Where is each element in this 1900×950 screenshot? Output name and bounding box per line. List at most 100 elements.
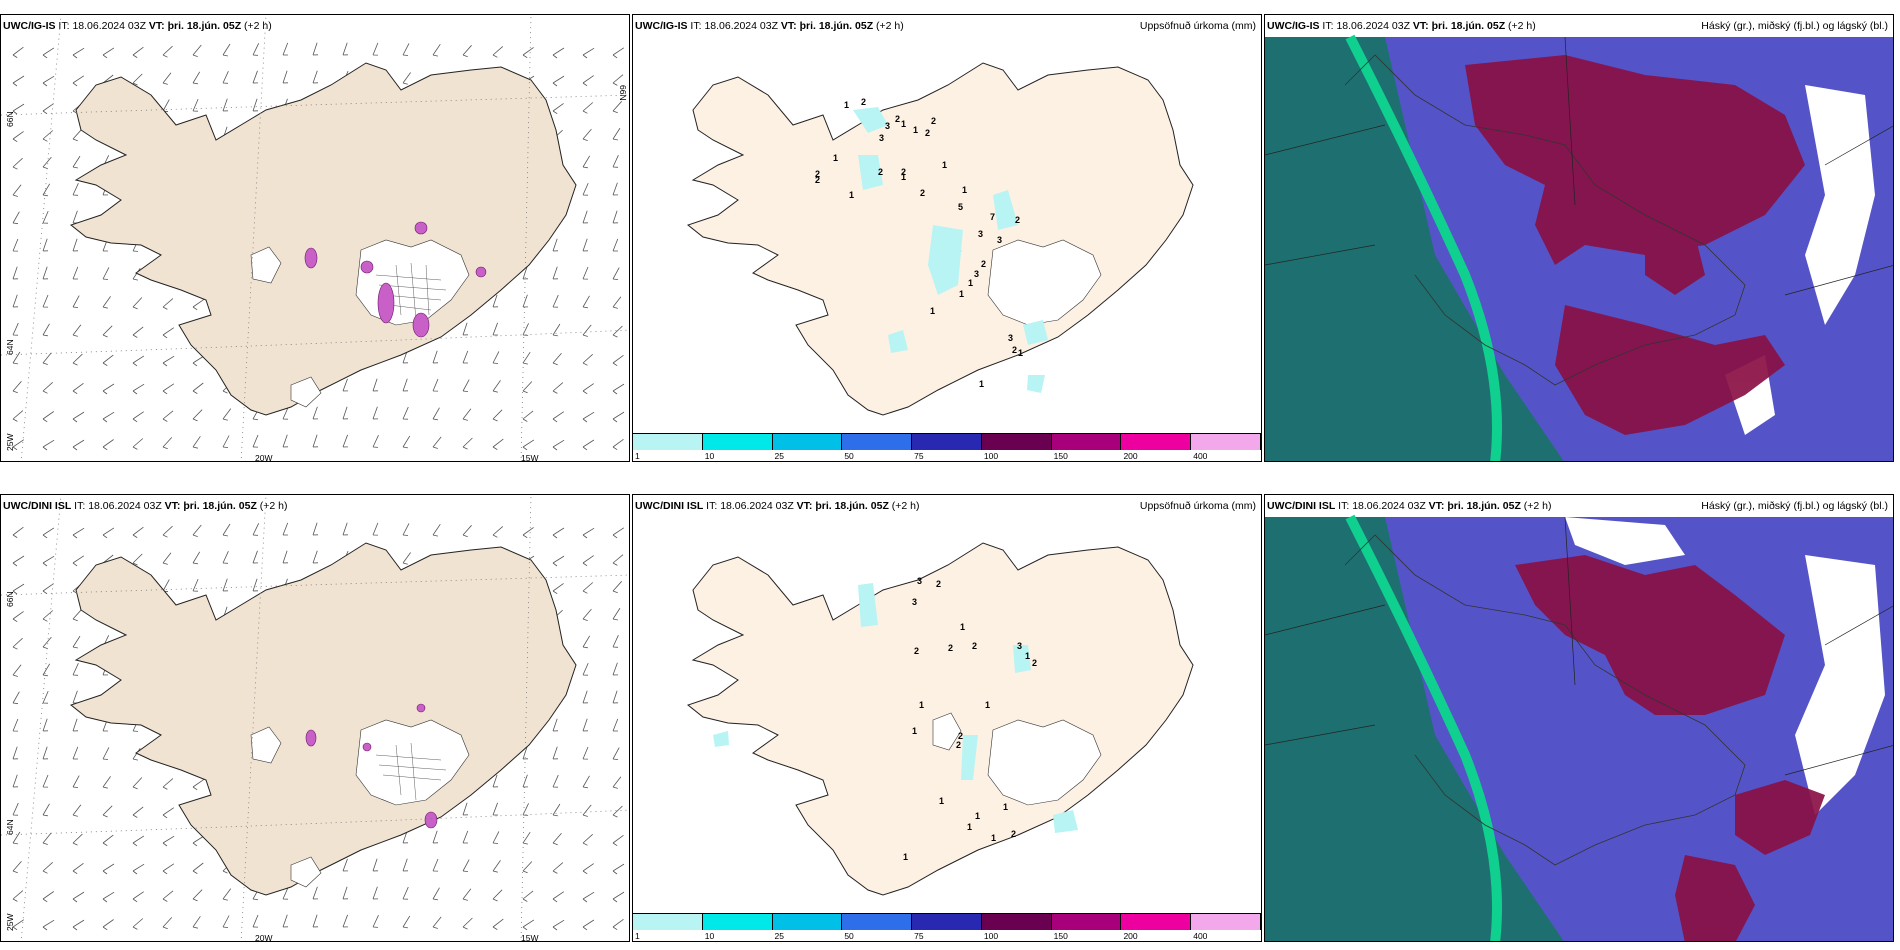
wind-barb [42, 382, 53, 394]
wind-barb [522, 527, 534, 539]
wind-barb [462, 917, 473, 930]
wind-barb [552, 352, 562, 366]
colorbar-swatch [912, 433, 982, 450]
map-panel-wind-dini: UWC/DINI ISL IT: 18.06.2024 03Z VT: þri.… [0, 494, 630, 942]
wind-barb [162, 807, 175, 819]
wind-barb [132, 553, 143, 566]
wind-barb [582, 266, 589, 280]
wind-barb [522, 774, 529, 788]
wind-barb [582, 411, 595, 423]
panel-title: Uppsöfnuð úrkoma (mm) [1139, 20, 1256, 32]
wind-barb [552, 583, 564, 595]
wind-barb [402, 886, 409, 900]
wind-barb [492, 860, 501, 873]
wind-barb [612, 354, 624, 367]
precip-value: 3 [978, 229, 984, 239]
colorbar-tick-label: 150 [1053, 451, 1068, 461]
wind-barb [102, 383, 115, 395]
precip-value: 2 [1011, 829, 1017, 839]
precip-value: 2 [936, 579, 942, 589]
wind-barb [72, 353, 83, 366]
wind-barb [612, 438, 624, 451]
wind-barb [252, 43, 260, 56]
wind-barb [582, 238, 589, 252]
colorbar-swatch [842, 433, 913, 450]
wind-barb [492, 918, 504, 930]
wind-barb [522, 410, 534, 422]
wind-barb [492, 831, 500, 844]
wind-barb [492, 322, 498, 336]
green-band [1345, 34, 1502, 461]
wind-barb [12, 131, 24, 143]
wind-barb [282, 886, 289, 900]
wind-barb [432, 407, 440, 421]
wind-barb [222, 551, 229, 564]
precip-value: 1 [960, 622, 966, 632]
wind-barb [252, 98, 259, 112]
wind-barb [582, 102, 594, 114]
wind-barb [612, 267, 620, 280]
wind-barb [582, 690, 589, 704]
wind-barb [222, 888, 232, 901]
lat-label: 66N [5, 111, 15, 127]
colorbar-tick-label: 50 [844, 931, 854, 941]
precip-value: 7 [990, 212, 996, 222]
wind-barb [372, 42, 379, 56]
wind-barb [42, 718, 49, 732]
wind-barb [612, 891, 625, 903]
colorbar-tick-label: 400 [1193, 931, 1208, 941]
wind-barb [42, 210, 49, 224]
precip-value: 3 [1008, 333, 1014, 343]
wind-barb [12, 718, 19, 732]
wind-barb [612, 718, 619, 732]
wind-barb [162, 525, 173, 538]
wind-barb [612, 238, 619, 252]
wind-barb [402, 858, 409, 872]
wind-barb [312, 914, 319, 928]
wind-barb [222, 43, 231, 57]
lon-label: 25W [5, 433, 15, 451]
wind-barb [102, 411, 115, 423]
panel-header: UWC/IG-IS IT: 18.06.2024 03Z VT: þri. 18… [635, 20, 904, 32]
wind-barb [462, 45, 472, 58]
wind-barb [402, 72, 411, 85]
wind-barb [462, 830, 469, 844]
precip-value: 3 [879, 133, 885, 143]
colorbar-tick-label: 100 [983, 931, 999, 941]
wind-barb [12, 583, 25, 595]
wind-barb [582, 128, 592, 141]
low-cloud [1795, 555, 1885, 815]
wind-barb [342, 434, 349, 448]
wind-barb [432, 916, 442, 929]
wind-barb [132, 777, 143, 790]
lat-lon-grid [1, 495, 629, 941]
wind-barb [552, 294, 559, 308]
wind-barb [162, 552, 172, 565]
precip-value: 2 [958, 731, 964, 741]
colorbar-tick-label: 1 [635, 451, 640, 461]
wind-barb [72, 718, 79, 732]
wind-barb [72, 155, 81, 169]
colorbar-swatch [772, 433, 843, 450]
wind-barb [102, 919, 114, 931]
wind-barb [102, 267, 110, 280]
wind-barb [72, 746, 79, 760]
wind-barb [342, 858, 349, 872]
wind-barb [612, 182, 619, 196]
wind-barb [552, 527, 565, 539]
wind-barb [462, 350, 469, 364]
wind-barb-map [1, 15, 629, 461]
wind-barb [72, 862, 84, 875]
precip-value: 2 [901, 167, 907, 177]
wind-barb [612, 210, 619, 224]
wind-barb [12, 802, 19, 816]
wind-barb [42, 583, 54, 595]
wind-barb [42, 862, 53, 874]
wind-barb [582, 635, 591, 649]
wind-barb [12, 637, 23, 650]
wind-barb [582, 295, 590, 309]
wind-barb [492, 294, 499, 308]
wind-barb [222, 523, 231, 537]
map-panel-wind-igis: UWC/IG-IS IT: 18.06.2024 03Z VT: þri. 18… [0, 14, 630, 462]
wind-barb [612, 74, 624, 86]
